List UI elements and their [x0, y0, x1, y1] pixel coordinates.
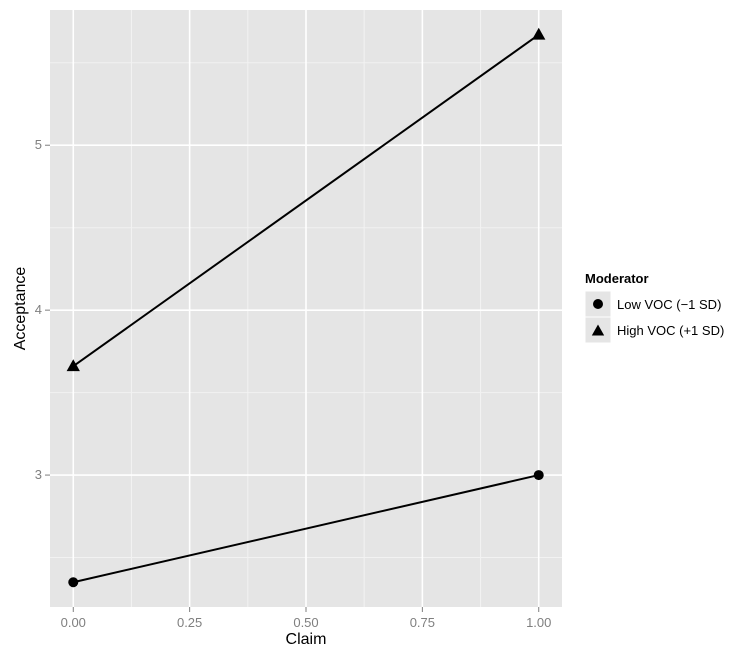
legend-triangle-marker [591, 324, 605, 336]
circle-data-point [533, 470, 544, 481]
legend-label-high-voc: High VOC (+1 SD) [617, 323, 724, 338]
major-gridlines [50, 10, 562, 607]
legend: Moderator Low VOC (−1 SD) High VOC (+1 S… [584, 271, 724, 344]
y-axis-title: Acceptance [12, 267, 29, 351]
x-tick-label: 1.00 [526, 615, 551, 630]
legend-title: Moderator [585, 271, 649, 286]
x-tick-label: 0.50 [293, 615, 318, 630]
x-tick-label: 0.75 [410, 615, 435, 630]
axis-ticks: 0.00 0.25 0.50 0.75 1.00 3 4 5 [35, 137, 552, 630]
y-tick-label: 5 [35, 137, 42, 152]
y-tick-label: 4 [35, 302, 42, 317]
legend-circle-marker [593, 299, 603, 309]
series-line-1 [72, 33, 540, 368]
legend-entry-low-voc: Low VOC (−1 SD) [584, 290, 721, 318]
x-tick-label: 0.25 [177, 615, 202, 630]
legend-entry-high-voc: High VOC (+1 SD) [584, 316, 724, 344]
circle-data-point [68, 577, 79, 588]
series-layer [66, 27, 546, 588]
legend-label-low-voc: Low VOC (−1 SD) [617, 297, 721, 312]
triangle-data-point [532, 27, 546, 40]
x-tick-label: 0.00 [61, 615, 86, 630]
triangle-data-point [66, 359, 80, 372]
y-tick-label: 3 [35, 467, 42, 482]
series-line-0 [73, 474, 539, 584]
x-axis-title: Claim [286, 631, 327, 648]
